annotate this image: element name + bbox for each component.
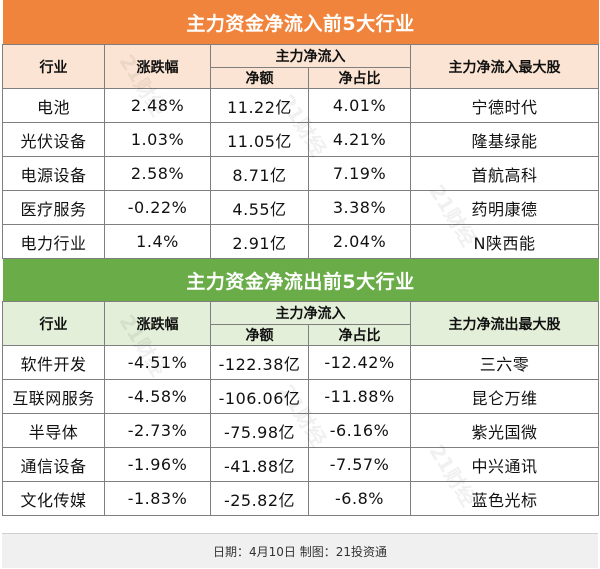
table-row: 通信设备 -1.96% -41.88亿 -7.57% 中兴通讯 [2, 447, 600, 482]
stock-cell: 昆仑万维 [409, 379, 600, 414]
ratio-cell: -6.16% [308, 413, 411, 448]
header-top-stock: 主力净流出最大股 [409, 301, 600, 346]
stock-cell: N陕西能 [409, 224, 600, 259]
amount-cell: 11.22亿 [210, 88, 309, 123]
change-cell: 2.48% [104, 88, 211, 123]
ratio-cell: -6.8% [308, 481, 411, 516]
ratio-cell: 4.21% [308, 122, 411, 157]
amount-cell: -25.82亿 [210, 481, 309, 516]
industry-cell: 通信设备 [2, 447, 105, 482]
table-row: 电池 2.48% 11.22亿 4.01% 宁德时代 [2, 88, 600, 123]
amount-cell: -41.88亿 [210, 447, 309, 482]
table-row: 文化传媒 -1.83% -25.82亿 -6.8% 蓝色光标 [2, 481, 600, 516]
stock-cell: 隆基绿能 [409, 122, 600, 157]
amount-cell: 8.71亿 [210, 156, 309, 191]
header-net-flow: 主力净流入 [210, 301, 411, 325]
table-row: 医疗服务 -0.22% 4.55亿 3.38% 药明康德 [2, 190, 600, 225]
ratio-cell: -11.88% [308, 379, 411, 414]
header-industry: 行业 [2, 44, 105, 89]
header-top-stock: 主力净流入最大股 [409, 44, 600, 89]
industry-cell: 软件开发 [2, 345, 105, 380]
stock-cell: 宁德时代 [409, 88, 600, 123]
header-change: 涨跌幅 [104, 44, 211, 89]
ratio-cell: -7.57% [308, 447, 411, 482]
change-cell: -4.58% [104, 379, 211, 414]
outflow-title: 主力资金净流出前5大行业 [2, 259, 599, 302]
footer-caption: 日期：4月10日 制图：21投资通 [2, 533, 598, 568]
industry-cell: 电源设备 [2, 156, 105, 191]
amount-cell: 2.91亿 [210, 224, 309, 259]
stock-cell: 中兴通讯 [409, 447, 600, 482]
table-row: 电源设备 2.58% 8.71亿 7.19% 首航高科 [2, 156, 600, 191]
header-amount: 净额 [210, 67, 309, 89]
header-ratio: 净占比 [308, 324, 411, 346]
ratio-cell: -12.42% [308, 345, 411, 380]
table-row: 互联网服务 -4.58% -106.06亿 -11.88% 昆仑万维 [2, 379, 600, 414]
inflow-table: 主力资金净流入前5大行业 行业 涨跌幅 主力净流入 主力净流入最大股 净额 净占… [2, 0, 600, 259]
industry-cell: 电力行业 [2, 224, 105, 259]
industry-cell: 光伏设备 [2, 122, 105, 157]
stock-cell: 三六零 [409, 345, 600, 380]
industry-cell: 文化传媒 [2, 481, 105, 516]
ratio-cell: 7.19% [308, 156, 411, 191]
ratio-cell: 2.04% [308, 224, 411, 259]
table-row: 半导体 -2.73% -75.98亿 -6.16% 紫光国微 [2, 413, 600, 448]
change-cell: -1.83% [104, 481, 211, 516]
outflow-table: 主力资金净流出前5大行业 行业 涨跌幅 主力净流入 主力净流出最大股 净额 净占… [2, 259, 600, 516]
amount-cell: 11.05亿 [210, 122, 309, 157]
table-row: 光伏设备 1.03% 11.05亿 4.21% 隆基绿能 [2, 122, 600, 157]
industry-cell: 医疗服务 [2, 190, 105, 225]
header-industry: 行业 [2, 301, 105, 346]
industry-cell: 互联网服务 [2, 379, 105, 414]
ratio-cell: 3.38% [308, 190, 411, 225]
stock-cell: 首航高科 [409, 156, 600, 191]
change-cell: 1.4% [104, 224, 211, 259]
change-cell: -0.22% [104, 190, 211, 225]
stock-cell: 紫光国微 [409, 413, 600, 448]
change-cell: 1.03% [104, 122, 211, 157]
amount-cell: -106.06亿 [210, 379, 309, 414]
header-change: 涨跌幅 [104, 301, 211, 346]
header-amount: 净额 [210, 324, 309, 346]
amount-cell: -75.98亿 [210, 413, 309, 448]
table-row: 电力行业 1.4% 2.91亿 2.04% N陕西能 [2, 224, 600, 259]
table-row: 软件开发 -4.51% -122.38亿 -12.42% 三六零 [2, 345, 600, 380]
change-cell: 2.58% [104, 156, 211, 191]
header-net-inflow: 主力净流入 [210, 44, 411, 68]
stock-cell: 药明康德 [409, 190, 600, 225]
amount-cell: -122.38亿 [210, 345, 309, 380]
inflow-title: 主力资金净流入前5大行业 [2, 0, 599, 45]
stock-cell: 蓝色光标 [409, 481, 600, 516]
industry-cell: 半导体 [2, 413, 105, 448]
industry-cell: 电池 [2, 88, 105, 123]
header-ratio: 净占比 [308, 67, 411, 89]
change-cell: -4.51% [104, 345, 211, 380]
ratio-cell: 4.01% [308, 88, 411, 123]
change-cell: -2.73% [104, 413, 211, 448]
amount-cell: 4.55亿 [210, 190, 309, 225]
change-cell: -1.96% [104, 447, 211, 482]
